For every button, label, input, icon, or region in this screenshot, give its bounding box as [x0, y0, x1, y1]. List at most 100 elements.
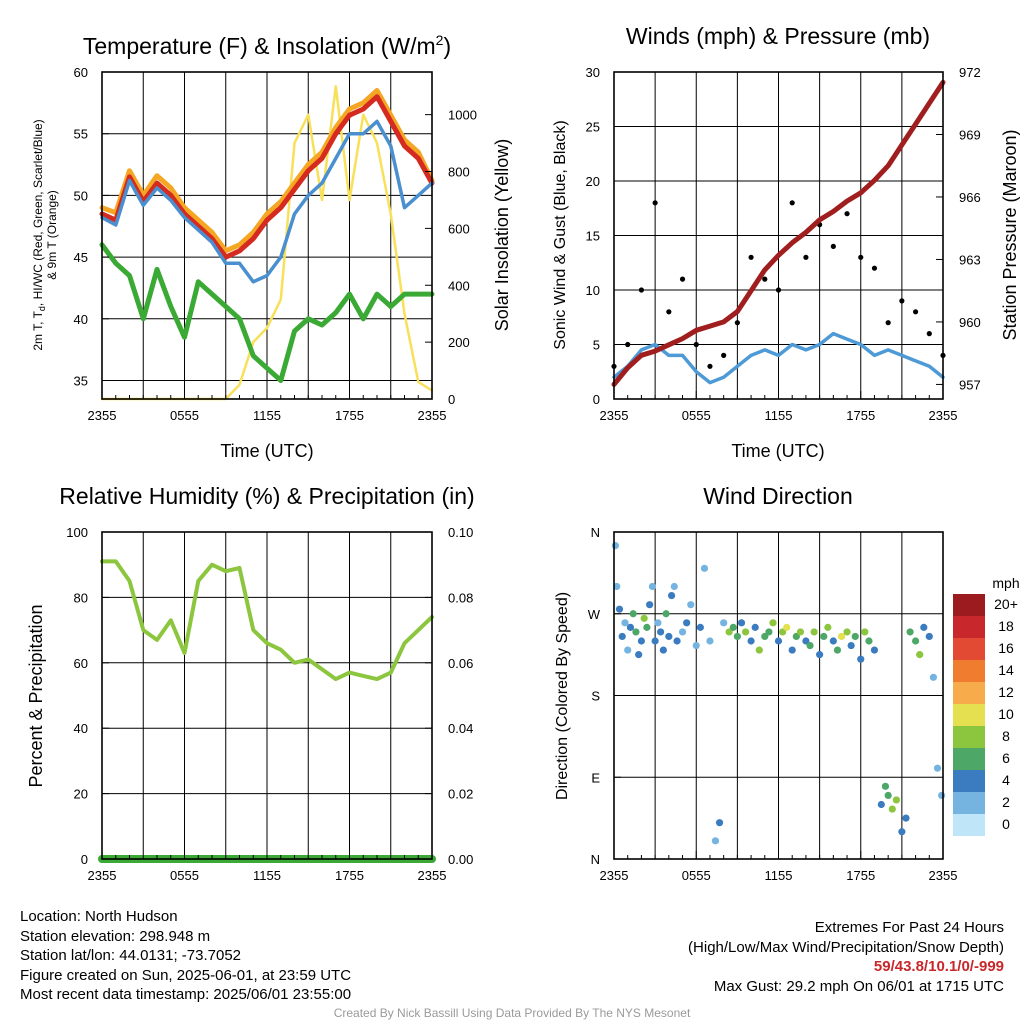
winds-title: Winds (mph) & Pressure (mb) — [626, 23, 930, 49]
legend-label: 20+ — [994, 596, 1018, 612]
direction-point — [687, 601, 695, 609]
x-tick-label: 2355 — [929, 868, 958, 883]
gust-point — [693, 341, 699, 348]
y-tick-label-left: 30 — [586, 65, 600, 80]
direction-point — [670, 582, 678, 591]
y-tick-label-right: 200 — [448, 335, 470, 350]
direction-point — [667, 591, 676, 600]
direction-point — [888, 805, 896, 813]
y-tick-label-right: 0.08 — [448, 590, 473, 605]
direction-point — [692, 641, 700, 650]
y-tick-label-right: 0.02 — [448, 787, 473, 802]
direction-point — [865, 637, 873, 645]
humidity-axes: 2355 0555 1155 1755 23550204060801000.000.02… — [66, 525, 473, 883]
temp-2m-line — [99, 94, 435, 260]
x-tick-label: 2355 — [418, 408, 447, 423]
humidity-title: Relative Humidity (%) & Precipitation (i… — [59, 483, 474, 509]
y-tick-label-left: 60 — [74, 65, 88, 80]
direction-point — [861, 628, 869, 636]
direction-point — [637, 637, 646, 645]
recent-data-timestamp: Most recent data timestamp: 2025/06/01 2… — [20, 986, 352, 1003]
direction-point — [613, 582, 621, 591]
direction-point — [683, 619, 691, 627]
y-tick-label-right: 800 — [448, 165, 470, 180]
direction-point — [632, 628, 640, 636]
gust-point — [885, 320, 891, 326]
direction-legend-title: mph — [992, 575, 1019, 591]
direction-point — [774, 637, 783, 645]
x-tick-label: 2355 — [600, 408, 629, 423]
direction-point — [648, 582, 656, 591]
gust-point — [679, 276, 686, 282]
gust-point — [899, 298, 905, 304]
direction-point — [657, 628, 665, 636]
y-tick-label-left: 45 — [74, 250, 88, 265]
y-tick-label-right: 0.06 — [448, 656, 473, 671]
legend-swatch — [953, 682, 985, 704]
x-tick-label: 1755 — [846, 868, 875, 883]
y-tick-label-left: N — [591, 852, 600, 867]
winds-panel: Winds (mph) & Pressure (mb) 2355 0555 1155… — [552, 23, 1020, 461]
direction-point — [700, 564, 709, 572]
direction-point — [847, 641, 855, 650]
y-tick-label-left: 20 — [586, 174, 600, 189]
x-tick-label: 0555 — [682, 408, 711, 423]
direction-title: Wind Direction — [703, 483, 853, 509]
station-elevation: Station elevation: 298.948 m — [20, 927, 211, 945]
direction-point — [938, 791, 946, 800]
direction-point — [654, 619, 662, 627]
extremes-heading: Extremes For Past 24 Hours — [814, 919, 1004, 936]
dewpoint-line — [99, 242, 435, 383]
temperature-grid — [102, 72, 432, 399]
y-tick-label-left: 5 — [593, 338, 600, 353]
y-tick-label-right: 966 — [959, 190, 981, 205]
legend-swatch — [953, 704, 985, 726]
direction-point — [783, 623, 791, 631]
direction-grid — [614, 532, 943, 859]
station-location: Location: North Hudson — [20, 908, 178, 925]
legend-swatch — [953, 638, 985, 660]
figure-created: Figure created on Sun, 2025-06-01, at 23… — [20, 966, 352, 984]
direction-point — [615, 605, 624, 613]
credit-line: Created By Nick Bassill Using Data Provi… — [333, 1006, 691, 1020]
temperature-xlabel: Time (UTC) — [220, 441, 313, 461]
y-tick-label-left: 100 — [66, 525, 88, 540]
gust-point — [789, 200, 795, 206]
x-tick-label: 0555 — [682, 868, 711, 883]
y-tick-label-left: E — [591, 770, 600, 785]
direction-point — [796, 628, 805, 636]
winds-xlabel: Time (UTC) — [731, 441, 824, 461]
direction-point — [742, 628, 750, 636]
legend-label: 18 — [998, 618, 1014, 634]
direction-point — [933, 764, 942, 772]
direction-panel: Wind Direction 2355 0555 1155 1755 2355NESWN… — [554, 483, 1020, 883]
direction-point — [678, 628, 687, 636]
direction-point — [696, 623, 704, 631]
temperature-ylabel-left-line2: & 9m T (Orange) — [45, 190, 59, 280]
direction-point — [837, 632, 846, 641]
direction-point — [737, 619, 746, 627]
x-tick-label: 1755 — [335, 868, 364, 883]
temperature-series — [99, 84, 435, 401]
direction-point — [920, 623, 928, 631]
gust-point — [803, 254, 809, 260]
direction-point — [729, 623, 737, 631]
extremes-subheading: (High/Low/Max Wind/Precipitation/Snow De… — [688, 938, 1004, 956]
y-tick-label-left: 25 — [586, 120, 600, 135]
direction-point — [621, 619, 629, 627]
direction-point — [706, 637, 714, 645]
y-tick-label-right: 0.04 — [448, 721, 473, 736]
direction-point — [618, 632, 626, 641]
legend-label: 10 — [998, 706, 1014, 722]
direction-point — [626, 623, 635, 631]
y-tick-label-right: 400 — [448, 278, 470, 293]
humidity-ylabel-left: Percent & Precipitation — [26, 604, 46, 787]
y-tick-label-left: 20 — [74, 787, 88, 802]
direction-ylabel-left: Direction (Colored By Speed) — [554, 592, 571, 800]
x-tick-label: 1155 — [253, 868, 281, 883]
legend-label: 8 — [1002, 728, 1010, 744]
direction-point — [629, 610, 637, 618]
direction-point — [892, 796, 900, 804]
direction-point — [733, 632, 741, 641]
y-tick-label-right: 957 — [959, 377, 981, 392]
